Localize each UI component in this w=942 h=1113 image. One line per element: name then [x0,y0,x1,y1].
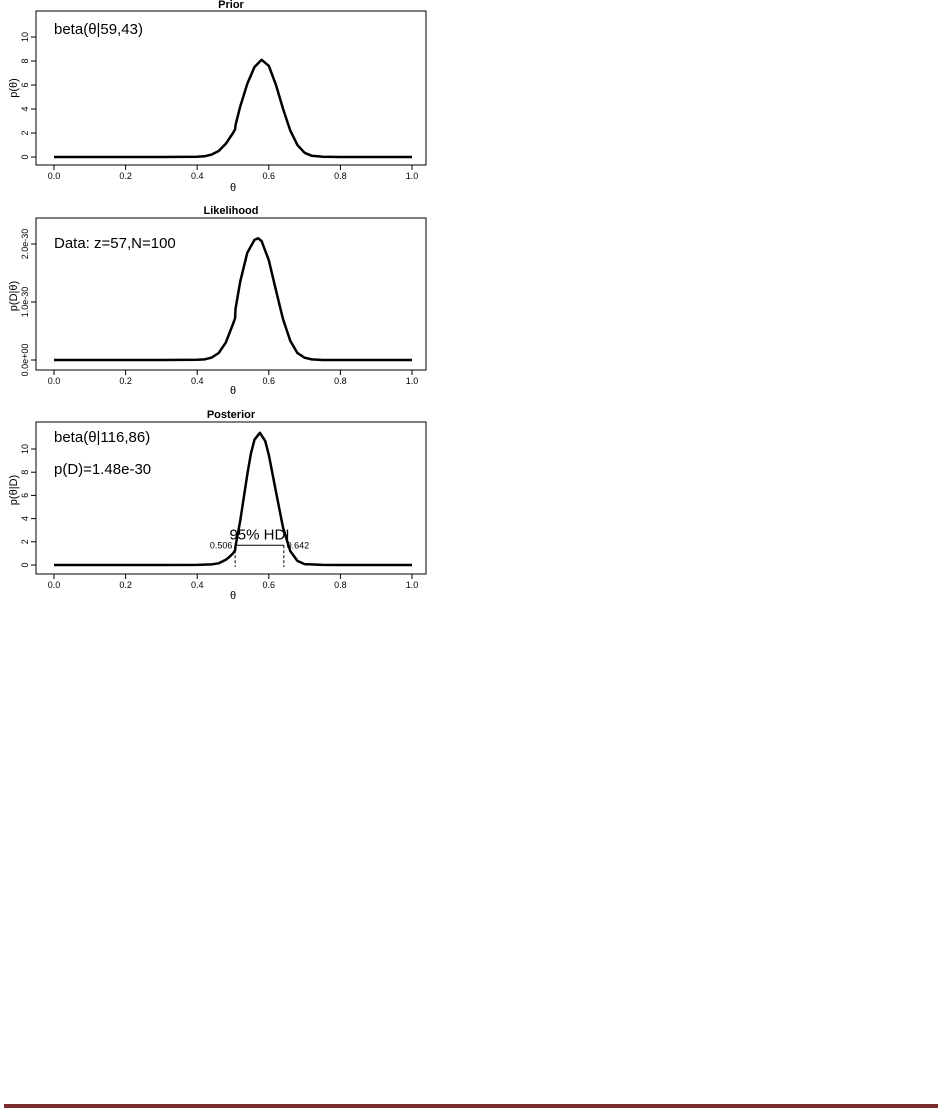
y-tick-label: 0 [20,562,30,567]
axis-ticks: 0.0 0.2 0.4 0.6 0.8 1.0 0 2 4 6 8 10 [20,444,418,590]
annotation: beta(θ|116,86) [54,429,150,446]
x-tick-label: 0.8 [334,580,347,590]
y-axis-label: p(θ|D) [8,475,20,505]
y-tick-label: 0.0e+00 [20,344,30,377]
x-axis-label: θ [230,182,236,194]
x-tick-label: 1.0 [406,376,419,386]
y-tick-label: 10 [20,32,30,42]
hdi-label: 95% HDI [229,526,289,543]
likelihood-panel: Likelihood Data: z=57,N=100 θ p(D|θ) 0.0… [8,205,427,397]
x-tick-label: 0.0 [48,171,61,181]
series-line [54,58,412,159]
hdi-marker: 95% HDI 0.506 0.642 [210,526,309,567]
x-tick-label: 1.0 [406,580,419,590]
x-tick-label: 0.6 [263,171,276,181]
y-tick-label: 2.0e-30 [20,229,30,260]
x-tick-label: 1.0 [406,171,419,181]
x-tick-label: 0.2 [119,171,132,181]
x-tick-label: 0.6 [263,580,276,590]
axis-ticks: 0.0 0.2 0.4 0.6 0.8 1.0 0 2 4 6 8 10 [20,32,418,181]
panel-title: Posterior [207,409,256,421]
y-tick-label: 2 [20,539,30,544]
annotation: p(D)=1.48e-30 [54,461,151,478]
y-tick-label: 6 [20,82,30,87]
hdi-high-label: 0.642 [287,540,310,550]
y-tick-label: 1.0e-30 [20,287,30,318]
series-line [54,431,412,567]
y-tick-label: 2 [20,130,30,135]
x-axis-label: θ [230,590,236,602]
y-axis-label: p(D|θ) [8,281,20,311]
panel-title: Prior [218,0,244,11]
y-axis-label: p(θ) [8,78,20,98]
x-tick-label: 0.0 [48,580,61,590]
x-tick-label: 0.8 [334,171,347,181]
x-axis-label: θ [230,385,236,397]
x-tick-label: 0.4 [191,580,204,590]
axis-ticks: 0.0 0.2 0.4 0.6 0.8 1.0 0.0e+00 1.0e-30 2.0e-30 [20,229,418,386]
x-tick-label: 0.6 [263,376,276,386]
hdi-low-label: 0.506 [210,540,233,550]
x-tick-label: 0.2 [119,580,132,590]
prior-panel: Prior beta(θ|59,43) θ p(θ) 0.0 0.2 0.4 0.6 0… [8,0,427,194]
series-line [54,236,412,362]
y-tick-label: 4 [20,516,30,521]
y-tick-label: 10 [20,444,30,454]
page-footer-rule [4,1104,938,1108]
panel-title: Likelihood [204,205,259,217]
x-tick-label: 0.8 [334,376,347,386]
annotation: Data: z=57,N=100 [54,235,176,252]
x-tick-label: 0.0 [48,376,61,386]
y-tick-label: 8 [20,470,30,475]
posterior-panel: Posterior beta(θ|116,86) p(D)=1.48e-30 θ… [8,409,427,602]
x-tick-label: 0.4 [191,171,204,181]
x-tick-label: 0.2 [119,376,132,386]
y-tick-label: 4 [20,106,30,111]
x-tick-label: 0.4 [191,376,204,386]
y-tick-label: 6 [20,493,30,498]
y-tick-label: 8 [20,58,30,63]
annotation: beta(θ|59,43) [54,21,143,38]
y-tick-label: 0 [20,154,30,159]
